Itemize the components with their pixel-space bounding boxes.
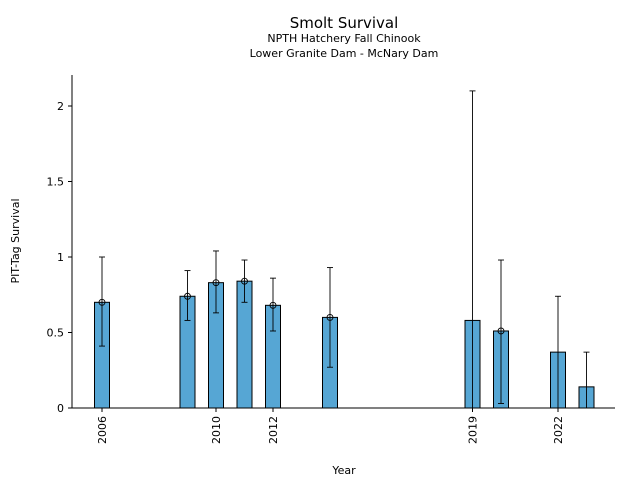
x-axis-ticks: 2006 2010 2012 2019 2022 <box>96 408 565 444</box>
chart-subtitle-line-2: Lower Granite Dam - McNary Dam <box>250 47 439 60</box>
point-marker-2006 <box>98 298 106 306</box>
point-marker-2014 <box>326 313 334 321</box>
x-axis-label: Year <box>331 464 356 477</box>
x-tick-label-2010: 2010 <box>210 416 223 444</box>
x-tick-label-2006: 2006 <box>96 416 109 444</box>
point-marker-2020 <box>497 327 505 335</box>
chart-subtitle-line-1: NPTH Hatchery Fall Chinook <box>267 32 421 45</box>
y-tick-label-1: 0.5 <box>47 327 65 340</box>
y-axis-ticks: 0 0.5 1 1.5 2 <box>47 100 72 415</box>
point-marker-2012 <box>269 301 277 309</box>
point-marker-2009 <box>184 292 191 300</box>
point-marker-2010 <box>212 279 220 287</box>
x-tick-label-2019: 2019 <box>467 416 480 444</box>
plot-area <box>94 90 595 409</box>
y-tick-label-0: 0 <box>57 402 64 415</box>
y-tick-label-4: 2 <box>57 100 64 113</box>
x-tick-label-2022: 2022 <box>552 416 565 444</box>
chart-title: Smolt Survival <box>290 14 399 32</box>
x-tick-label-2012: 2012 <box>267 416 280 444</box>
point-marker-2011 <box>241 277 248 285</box>
y-tick-label-3: 1.5 <box>47 176 65 189</box>
y-tick-label-2: 1 <box>57 251 64 264</box>
y-axis-label: PIT-Tag Survival <box>9 198 22 283</box>
